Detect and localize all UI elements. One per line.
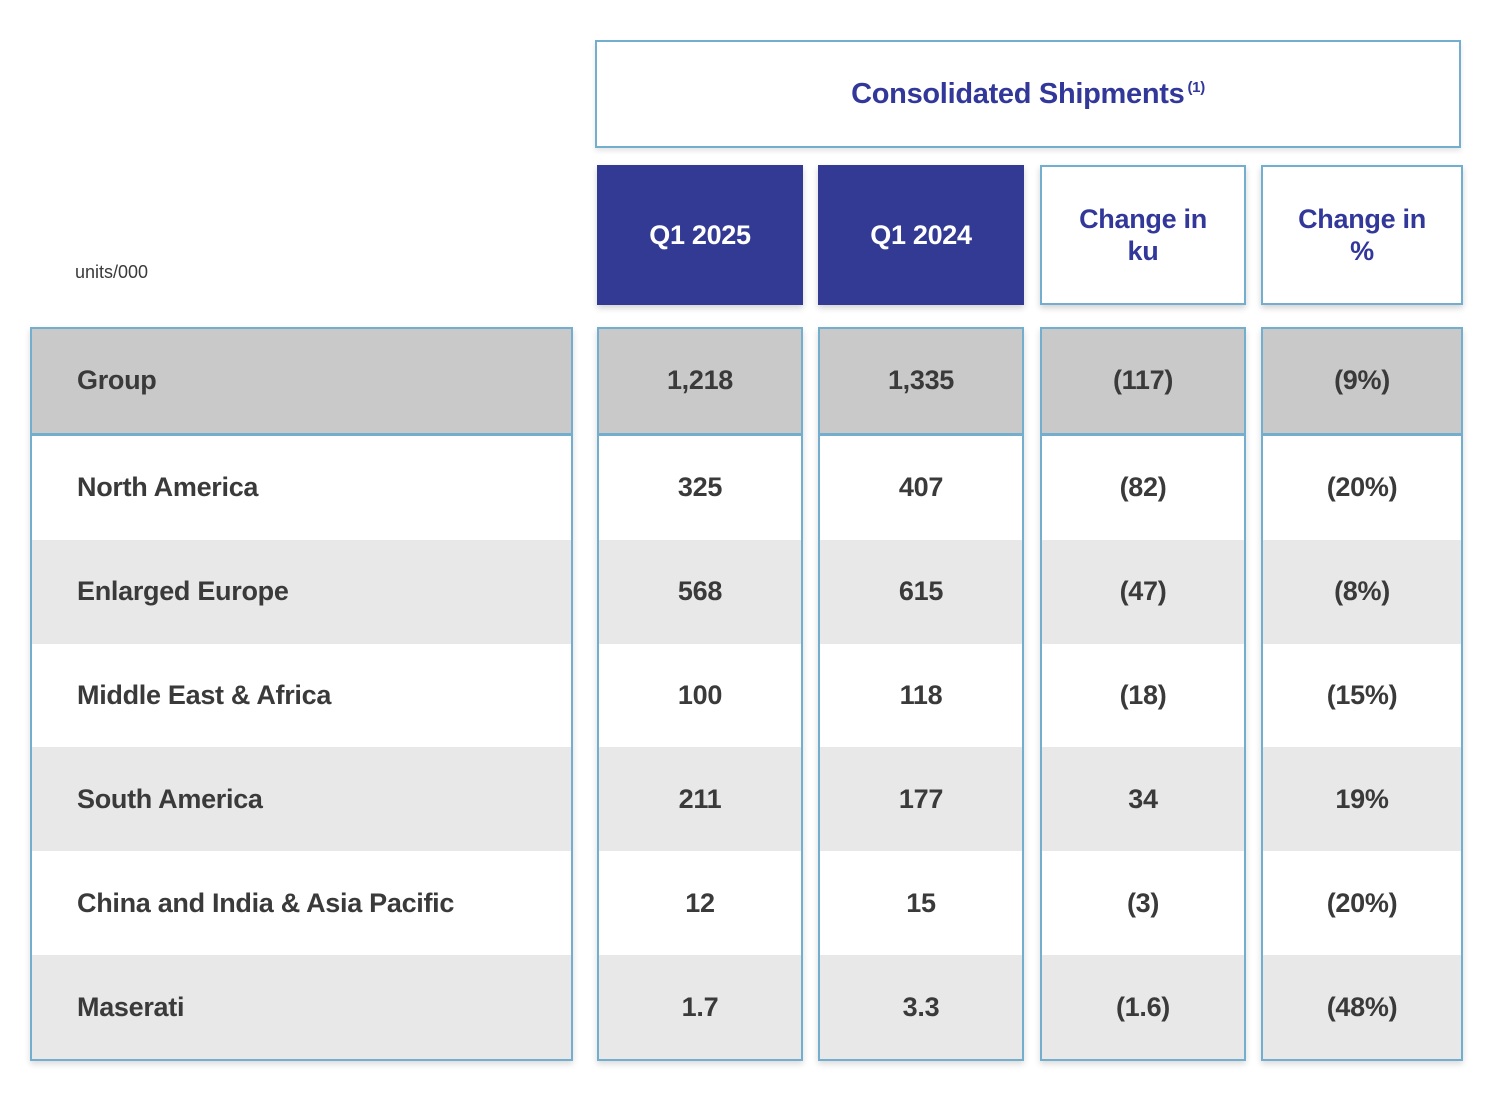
change-ku-column: (117) (82) (47) (18) 34 (3) (1.6) — [1040, 327, 1246, 1061]
cell-north-america-q1-2025: 325 — [599, 435, 801, 540]
cell-group-change-ku: (117) — [1042, 329, 1244, 436]
page-title: Consolidated Shipments (1) — [851, 78, 1205, 111]
cell-group-change-pct: (9%) — [1263, 329, 1461, 436]
cell-south-america-q1-2024: 177 — [820, 747, 1022, 852]
cell-maserati-change-ku: (1.6) — [1042, 955, 1244, 1060]
cell-middle-east-africa-change-pct: (15%) — [1263, 643, 1461, 748]
cell-maserati-q1-2025: 1.7 — [599, 955, 801, 1060]
change-pct-column: (9%) (20%) (8%) (15%) 19% (20%) (48%) — [1261, 327, 1463, 1061]
cell-maserati-change-pct: (48%) — [1263, 955, 1461, 1060]
cell-middle-east-africa-change-ku: (18) — [1042, 643, 1244, 748]
cell-enlarged-europe-q1-2025: 568 — [599, 539, 801, 644]
row-label-maserati: Maserati — [32, 955, 571, 1060]
cell-china-india-asia-pacific-q1-2025: 12 — [599, 851, 801, 956]
table-title-box: Consolidated Shipments (1) — [595, 40, 1461, 148]
cell-enlarged-europe-change-ku: (47) — [1042, 539, 1244, 644]
column-header-q1-2025: Q1 2025 — [597, 165, 803, 305]
q1-2025-column: 1,218 325 568 100 211 12 1.7 — [597, 327, 803, 1061]
row-label-group: Group — [32, 329, 571, 436]
column-header-change-ku: Change in ku — [1040, 165, 1246, 305]
cell-china-india-asia-pacific-change-ku: (3) — [1042, 851, 1244, 956]
cell-china-india-asia-pacific-change-pct: (20%) — [1263, 851, 1461, 956]
cell-middle-east-africa-q1-2025: 100 — [599, 643, 801, 748]
cell-enlarged-europe-q1-2024: 615 — [820, 539, 1022, 644]
footnote-marker: (1) — [1187, 78, 1205, 96]
cell-south-america-change-pct: 19% — [1263, 747, 1461, 852]
cell-north-america-change-pct: (20%) — [1263, 435, 1461, 540]
row-label-north-america: North America — [32, 435, 571, 540]
row-label-south-america: South America — [32, 747, 571, 852]
cell-north-america-change-ku: (82) — [1042, 435, 1244, 540]
column-header-change-pct: Change in % — [1261, 165, 1463, 305]
cell-middle-east-africa-q1-2024: 118 — [820, 643, 1022, 748]
row-label-china-india-asia-pacific: China and India & Asia Pacific — [32, 851, 571, 956]
cell-north-america-q1-2024: 407 — [820, 435, 1022, 540]
page-title-text: Consolidated Shipments — [851, 77, 1185, 110]
cell-south-america-change-ku: 34 — [1042, 747, 1244, 852]
column-header-q1-2024: Q1 2024 — [818, 165, 1024, 305]
cell-south-america-q1-2025: 211 — [599, 747, 801, 852]
cell-group-q1-2025: 1,218 — [599, 329, 801, 436]
row-label-middle-east-africa: Middle East & Africa — [32, 643, 571, 748]
cell-china-india-asia-pacific-q1-2024: 15 — [820, 851, 1022, 956]
row-label-enlarged-europe: Enlarged Europe — [32, 539, 571, 644]
cell-enlarged-europe-change-pct: (8%) — [1263, 539, 1461, 644]
units-label: units/000 — [75, 262, 149, 282]
cell-maserati-q1-2024: 3.3 — [820, 955, 1022, 1060]
row-label-column: Group North America Enlarged Europe Midd… — [30, 327, 573, 1061]
q1-2024-column: 1,335 407 615 118 177 15 3.3 — [818, 327, 1024, 1061]
cell-group-q1-2024: 1,335 — [820, 329, 1022, 436]
